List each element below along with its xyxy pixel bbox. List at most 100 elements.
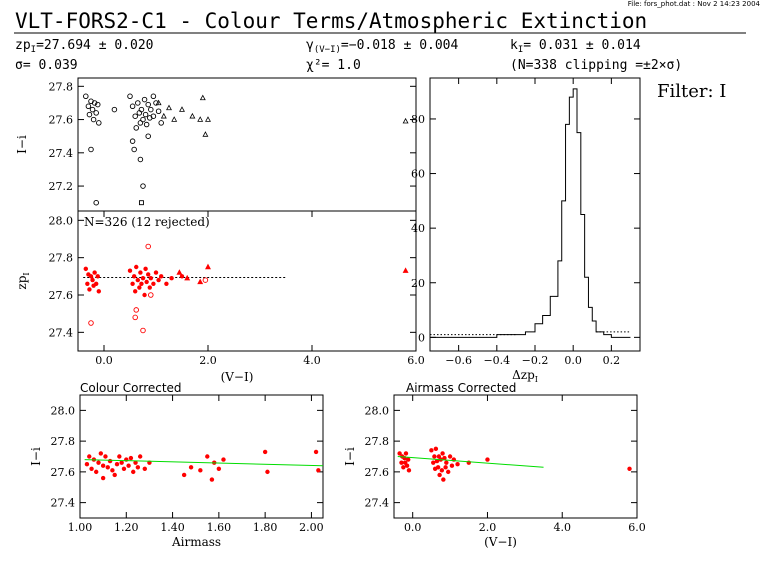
data-point: [94, 281, 99, 286]
mid-ylabel: zpI: [15, 272, 31, 289]
data-point: [132, 113, 138, 119]
x-tick-label: 0.0: [95, 354, 113, 367]
data-point: [131, 469, 136, 475]
x-tick-label: 6.0: [628, 521, 646, 534]
x-tick-label: 0.2: [603, 354, 621, 367]
data-point: [443, 465, 448, 470]
y-tick-label: 27.6: [49, 289, 74, 302]
file-info: File: fors_phot.dat : Nov 2 14:23 2004: [628, 0, 761, 8]
y-tick-label: 27.6: [51, 466, 76, 479]
data-point: [145, 243, 151, 250]
y-tick-label: 27.8: [51, 435, 76, 448]
x-tick-label: 1.60: [207, 521, 232, 534]
x-tick-label: 0.0: [404, 521, 422, 534]
mid-xlabel: (V−I): [221, 370, 254, 384]
y-tick-label: 27.8: [365, 435, 390, 448]
data-point: [137, 156, 144, 163]
data-point: [143, 121, 150, 128]
data-point: [142, 111, 149, 118]
data-point: [444, 460, 449, 465]
data-point: [153, 270, 159, 275]
data-point: [137, 285, 142, 290]
data-point: [84, 461, 90, 467]
data-point: [179, 106, 185, 112]
data-point: [95, 274, 100, 279]
data-point: [316, 468, 321, 473]
data-point: [103, 454, 108, 459]
data-point: [485, 457, 490, 462]
data-point: [96, 120, 102, 126]
data-point: [144, 279, 149, 285]
data-point: [198, 468, 203, 473]
hist-xlabel: ΔzpI: [512, 368, 538, 384]
data-point: [130, 281, 135, 286]
mid-ylabel-main: zp: [15, 275, 29, 289]
data-point: [126, 463, 131, 468]
data-point: [439, 468, 445, 473]
filter-label: Filter: I: [657, 81, 726, 102]
fit-line: [397, 456, 544, 468]
data-point: [262, 449, 268, 455]
data-point: [184, 274, 191, 281]
n-readout: (N=338 clipping =±2×σ): [510, 58, 682, 73]
data-point: [403, 451, 409, 456]
data-point: [91, 100, 98, 106]
data-point: [265, 469, 270, 475]
x-tick-label: 2.0: [479, 521, 497, 534]
data-point: [89, 466, 94, 471]
data-point: [446, 469, 451, 475]
data-point: [86, 111, 93, 118]
data-point: [158, 120, 164, 126]
data-point: [431, 460, 436, 465]
data-point: [107, 458, 113, 464]
data-point: [140, 327, 146, 334]
y-tick-label: 28.0: [51, 404, 76, 417]
zp-label: zp: [15, 38, 31, 53]
k-value: = 0.031 ± 0.014: [523, 38, 641, 53]
x-tick-label: 4.0: [303, 354, 321, 367]
airmass-ylabel: I−i: [343, 447, 357, 466]
x-tick-label: 1.00: [68, 521, 93, 534]
data-point: [96, 289, 102, 294]
data-point: [141, 96, 148, 103]
data-point: [132, 314, 138, 321]
data-point: [138, 270, 143, 275]
y-tick-label: 28.0: [49, 214, 74, 227]
y-tick-label: 27.4: [51, 497, 76, 510]
data-point: [138, 106, 145, 113]
data-point: [94, 469, 99, 475]
k-readout: kI= 0.031 ± 0.014: [510, 38, 641, 55]
data-point: [197, 278, 204, 285]
data-point: [205, 454, 210, 459]
data-point: [117, 454, 122, 459]
data-point: [437, 472, 442, 478]
mid-ylabel-sub: I: [22, 272, 31, 275]
data-point: [140, 183, 146, 189]
data-point: [155, 108, 162, 114]
x-tick-label: −0.2: [522, 354, 549, 367]
colour-panel-title: Colour Corrected: [80, 381, 182, 395]
data-point: [128, 455, 134, 461]
data-point: [166, 104, 172, 111]
data-point: [135, 465, 141, 470]
data-point: [202, 277, 209, 283]
data-point: [87, 287, 92, 292]
hist-xlabel-sub: I: [535, 375, 538, 384]
x-tick-label: 4.0: [553, 521, 571, 534]
data-point: [135, 100, 141, 106]
data-point: [148, 292, 154, 298]
data-point: [129, 138, 136, 144]
data-point: [169, 276, 174, 281]
data-point: [406, 468, 412, 473]
data-point: [137, 454, 143, 459]
data-point: [145, 101, 151, 108]
data-point: [140, 116, 146, 123]
plots-layer: 27.2 27.4 27.6 27.8 I−i 27.4 27.6 27.8 28.0 0.0 2.…: [15, 77, 646, 549]
data-point: [148, 276, 153, 281]
y-tick-label: 40: [411, 222, 425, 235]
hist-xlabel-main: Δzp: [512, 368, 535, 382]
colour-ylabel: I−i: [29, 447, 43, 466]
data-point: [121, 466, 127, 471]
x-tick-label: −0.6: [445, 354, 472, 367]
data-point: [133, 125, 139, 131]
